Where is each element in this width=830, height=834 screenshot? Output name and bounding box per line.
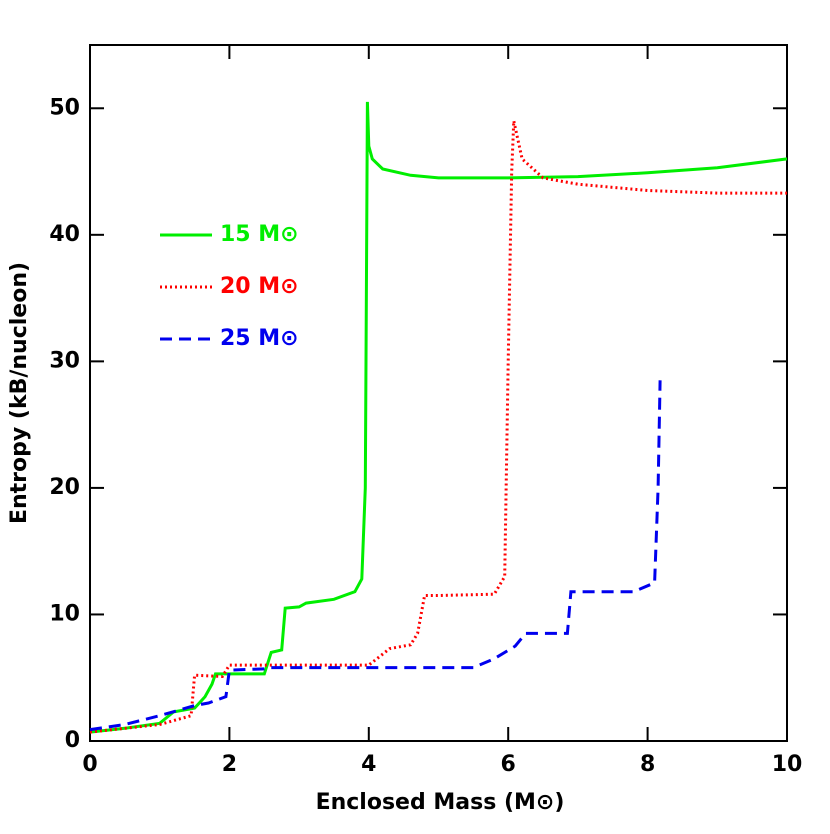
y-tick-label: 50 <box>49 95 80 120</box>
y-axis-label: Entropy (kB/nucleon) <box>7 262 32 524</box>
y-tick-label: 10 <box>49 601 80 626</box>
y-tick-label: 0 <box>65 728 80 753</box>
line-series <box>89 380 662 732</box>
legend-label: 20 M⊙ <box>220 274 299 299</box>
x-tick-label: 4 <box>361 752 376 777</box>
x-tick-label: 2 <box>222 752 237 777</box>
plot-frame <box>89 44 788 742</box>
y-tick-label: 40 <box>49 222 80 247</box>
y-tick-label: 30 <box>49 348 80 373</box>
line-series <box>89 120 787 734</box>
legend-label: 15 M⊙ <box>220 222 299 247</box>
y-tick-label: 20 <box>49 475 80 500</box>
x-tick-label: 10 <box>772 752 803 777</box>
legend-label: 25 M⊙ <box>220 326 299 351</box>
x-tick-label: 0 <box>82 752 97 777</box>
x-tick-label: 6 <box>501 752 516 777</box>
x-axis-label: Enclosed Mass (M⊙) <box>316 790 565 815</box>
line-series <box>89 101 788 734</box>
x-tick-label: 8 <box>640 752 655 777</box>
